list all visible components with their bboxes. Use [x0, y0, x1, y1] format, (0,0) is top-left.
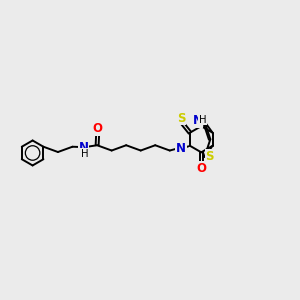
Text: H: H	[81, 148, 88, 159]
Text: N: N	[79, 140, 89, 154]
Text: N: N	[176, 142, 186, 155]
Text: N: N	[193, 114, 203, 127]
Text: O: O	[93, 122, 103, 135]
Text: H: H	[199, 115, 206, 124]
Text: O: O	[196, 162, 206, 175]
Text: S: S	[205, 150, 214, 163]
Text: S: S	[177, 112, 186, 124]
